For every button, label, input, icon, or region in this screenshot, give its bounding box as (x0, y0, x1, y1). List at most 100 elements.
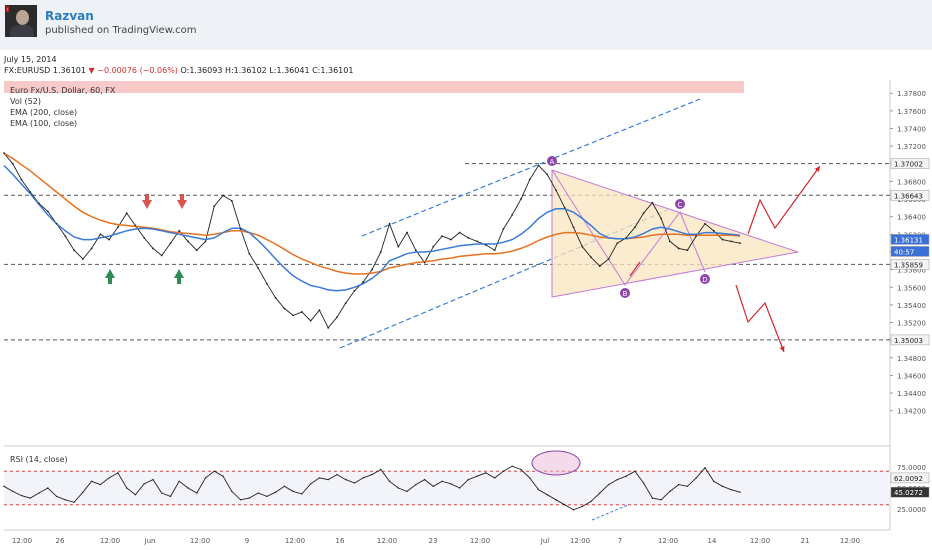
low-value: L:1.36041 (269, 66, 310, 75)
symbol[interactable]: FX:EURUSD (4, 66, 51, 75)
ema100-label[interactable]: EMA (100, close) (10, 119, 78, 128)
price-point (555, 189, 557, 192)
author-name[interactable]: Razvan (45, 9, 94, 23)
rsi-point (371, 473, 373, 476)
rsi-divergence-ellipse (531, 450, 581, 476)
price-point (327, 326, 330, 329)
price-point (160, 254, 163, 257)
rsi-point (406, 490, 408, 493)
price-point (537, 164, 540, 167)
rsi-point (397, 487, 399, 489)
chart-date: July 15, 2014 (4, 55, 57, 64)
price-point (108, 238, 111, 241)
price-point (204, 240, 207, 243)
buy-arrow-stem (108, 278, 112, 284)
price-tag-box (890, 158, 930, 169)
rsi-tag-box (890, 472, 930, 484)
rsi-point (169, 495, 172, 498)
x-tick-label: 12:00 (840, 537, 860, 545)
rsi-point (450, 483, 452, 485)
price-point (598, 265, 601, 267)
rsi-point (318, 477, 321, 479)
price-point (616, 242, 619, 245)
rsi-point (704, 467, 706, 469)
sell-arrow-marker (177, 200, 187, 209)
rsi-point (274, 491, 277, 493)
rsi-point (581, 505, 583, 508)
rsi-point (301, 493, 303, 495)
change-arrow-icon: ▼ (88, 66, 95, 75)
pattern-point-label: A (550, 158, 555, 166)
rsi-tick-label: 75.0000 (897, 464, 926, 472)
price-point (476, 240, 479, 243)
price-point (99, 233, 102, 236)
rsi-tag-label: 62.0092 (894, 475, 923, 483)
rsi-point (99, 483, 102, 486)
rsi-point (266, 495, 268, 498)
x-tick-label: 12:00 (285, 537, 305, 545)
price-point (292, 314, 295, 317)
price-point (195, 249, 198, 252)
price-point (3, 152, 5, 155)
price-point (704, 222, 706, 225)
price-point (73, 249, 75, 252)
high-value: H:1.36102 (224, 66, 267, 75)
projection-arrow-path (747, 165, 821, 235)
y-tick-label: 1.37600 (897, 108, 926, 116)
price-point (388, 222, 391, 225)
x-tick-label: 12:00 (470, 537, 490, 545)
rsi-point (511, 465, 513, 467)
rsi-point (441, 480, 443, 482)
y-tick-label: 1.36000 (897, 249, 926, 257)
rsi-point (38, 492, 40, 494)
abcd-pattern-line (551, 169, 706, 286)
ema200-label[interactable]: EMA (200, close) (10, 108, 78, 117)
ema200-line (3, 152, 741, 275)
rsi-point (47, 487, 49, 489)
rsi-point (458, 487, 461, 489)
price-point (309, 319, 312, 322)
rsi-point (55, 495, 58, 498)
price-tag-box (890, 246, 930, 257)
sell-arrow-marker (142, 200, 152, 209)
price-change: −0.00076 (−0.06%) (97, 66, 178, 75)
rsi-point (555, 499, 557, 501)
x-tick-label: 16 (336, 537, 345, 545)
price-point (117, 226, 119, 229)
y-tick-label: 1.37200 (897, 143, 926, 151)
rsi-point (564, 504, 566, 506)
price-point (353, 289, 356, 292)
projection-arrow-path (735, 284, 785, 353)
price-point (213, 205, 216, 208)
instrument-label[interactable]: Euro Fx/U.S. Dollar, 60, FX (10, 86, 116, 95)
price-point (660, 217, 663, 220)
x-tick-label: 12:00 (190, 537, 210, 545)
price-point (669, 240, 671, 243)
x-tick-label: 26 (56, 537, 65, 545)
pattern-point-marker (675, 199, 685, 209)
rsi-point (64, 499, 67, 501)
rsi-point (485, 472, 487, 474)
price-point (686, 249, 689, 252)
y-tick-label: 1.37800 (897, 90, 926, 98)
rsi-point (415, 483, 417, 486)
rsi-tag-label: 45.0272 (894, 489, 923, 497)
rsi-point (423, 478, 426, 481)
user-avatar-icon[interactable]: ₍ (5, 5, 37, 37)
vol-label[interactable]: Vol (52) (10, 97, 41, 106)
price-tag-label: 1.35003 (894, 337, 923, 345)
x-tick-label: 7 (618, 537, 622, 545)
x-tick-label: 23 (429, 537, 438, 545)
price-point (721, 238, 724, 241)
rsi-point (537, 488, 540, 491)
rsi-point (73, 501, 75, 503)
rsi-point (239, 499, 242, 501)
rsi-point (222, 475, 224, 477)
rsi-point (467, 478, 470, 481)
rsi-point (90, 480, 93, 482)
x-tick-label: 12:00 (658, 537, 678, 545)
rsi-label[interactable]: RSI (14, close) (10, 455, 68, 464)
price-point (283, 307, 286, 310)
rsi-tag-box (890, 486, 930, 498)
